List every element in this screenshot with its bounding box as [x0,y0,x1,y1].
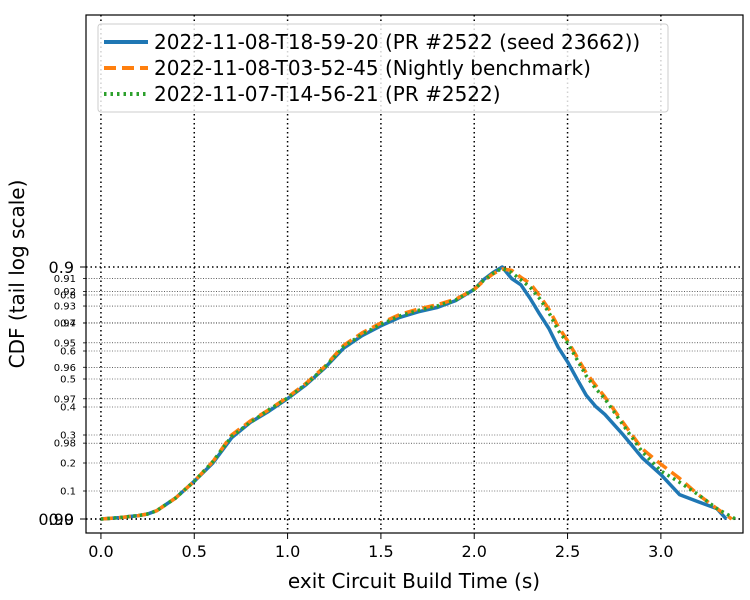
y-minor-tick-label: 0.7 [60,319,76,330]
y-minor-tick-label: 0.97 [54,394,76,405]
y-minor-tick-label: 0.91 [54,274,76,285]
plot-area [100,265,737,521]
x-tick-label: 3.0 [648,542,673,561]
x-tick-label: 2.0 [462,542,487,561]
y-minor-tick-label: 0.4 [60,403,76,414]
y-minor-tick-label: 0.6 [60,347,76,358]
y-minor-tick-label: 0.93 [54,302,76,313]
x-axis-label: exit Circuit Build Time (s) [288,569,540,593]
y-minor-tick-label: 0.96 [54,363,76,374]
y-major-tick-label: 0.0 [49,510,74,529]
y-minor-tick-label: 0.95 [54,338,76,349]
legend-label: 2022-11-07-T14-56-21 (PR #2522) [154,82,501,106]
x-tick-label: 1.0 [275,542,300,561]
y-minor-tick-label: 0.92 [54,287,76,298]
x-tick-label: 1.5 [368,542,393,561]
y-minor-tick-label: 0.5 [60,375,76,386]
x-tick-label: 2.5 [555,542,580,561]
legend-box [97,23,669,113]
y-minor-tick-label: 0.94 [54,318,76,329]
y-minor-tick-label: 0.98 [54,439,76,450]
y-minor-tick-label: 0.1 [60,487,76,498]
legend-label: 2022-11-08-T03-52-45 (Nightly benchmark) [154,56,591,80]
x-tick-label: 0.5 [182,542,207,561]
y-minor-tick-label: 0.3 [60,431,76,442]
legend: 2022-11-08-T18-59-20 (PR #2522 (seed 236… [97,23,669,113]
series-line [100,266,737,521]
y-axis-label: CDF (tail log scale) [5,180,29,369]
series-lines [100,265,737,521]
x-tick-label: 0.0 [88,542,113,561]
legend-label: 2022-11-08-T18-59-20 (PR #2522 (seed 236… [154,30,640,54]
plot-frame [85,14,744,534]
axis-ticks: 0.1 0.2 0.3 0.4 0.5 0.6 0.7 0.8 0.91 0.92 0.93 0.94… [38,258,673,561]
y-major-tick-label: 0.9 [49,258,74,277]
y-major-tick-label: 0.99 [38,510,74,529]
y-minor-tick-label: 0.8 [60,291,76,302]
y-minor-tick-label: 0.2 [60,459,76,470]
